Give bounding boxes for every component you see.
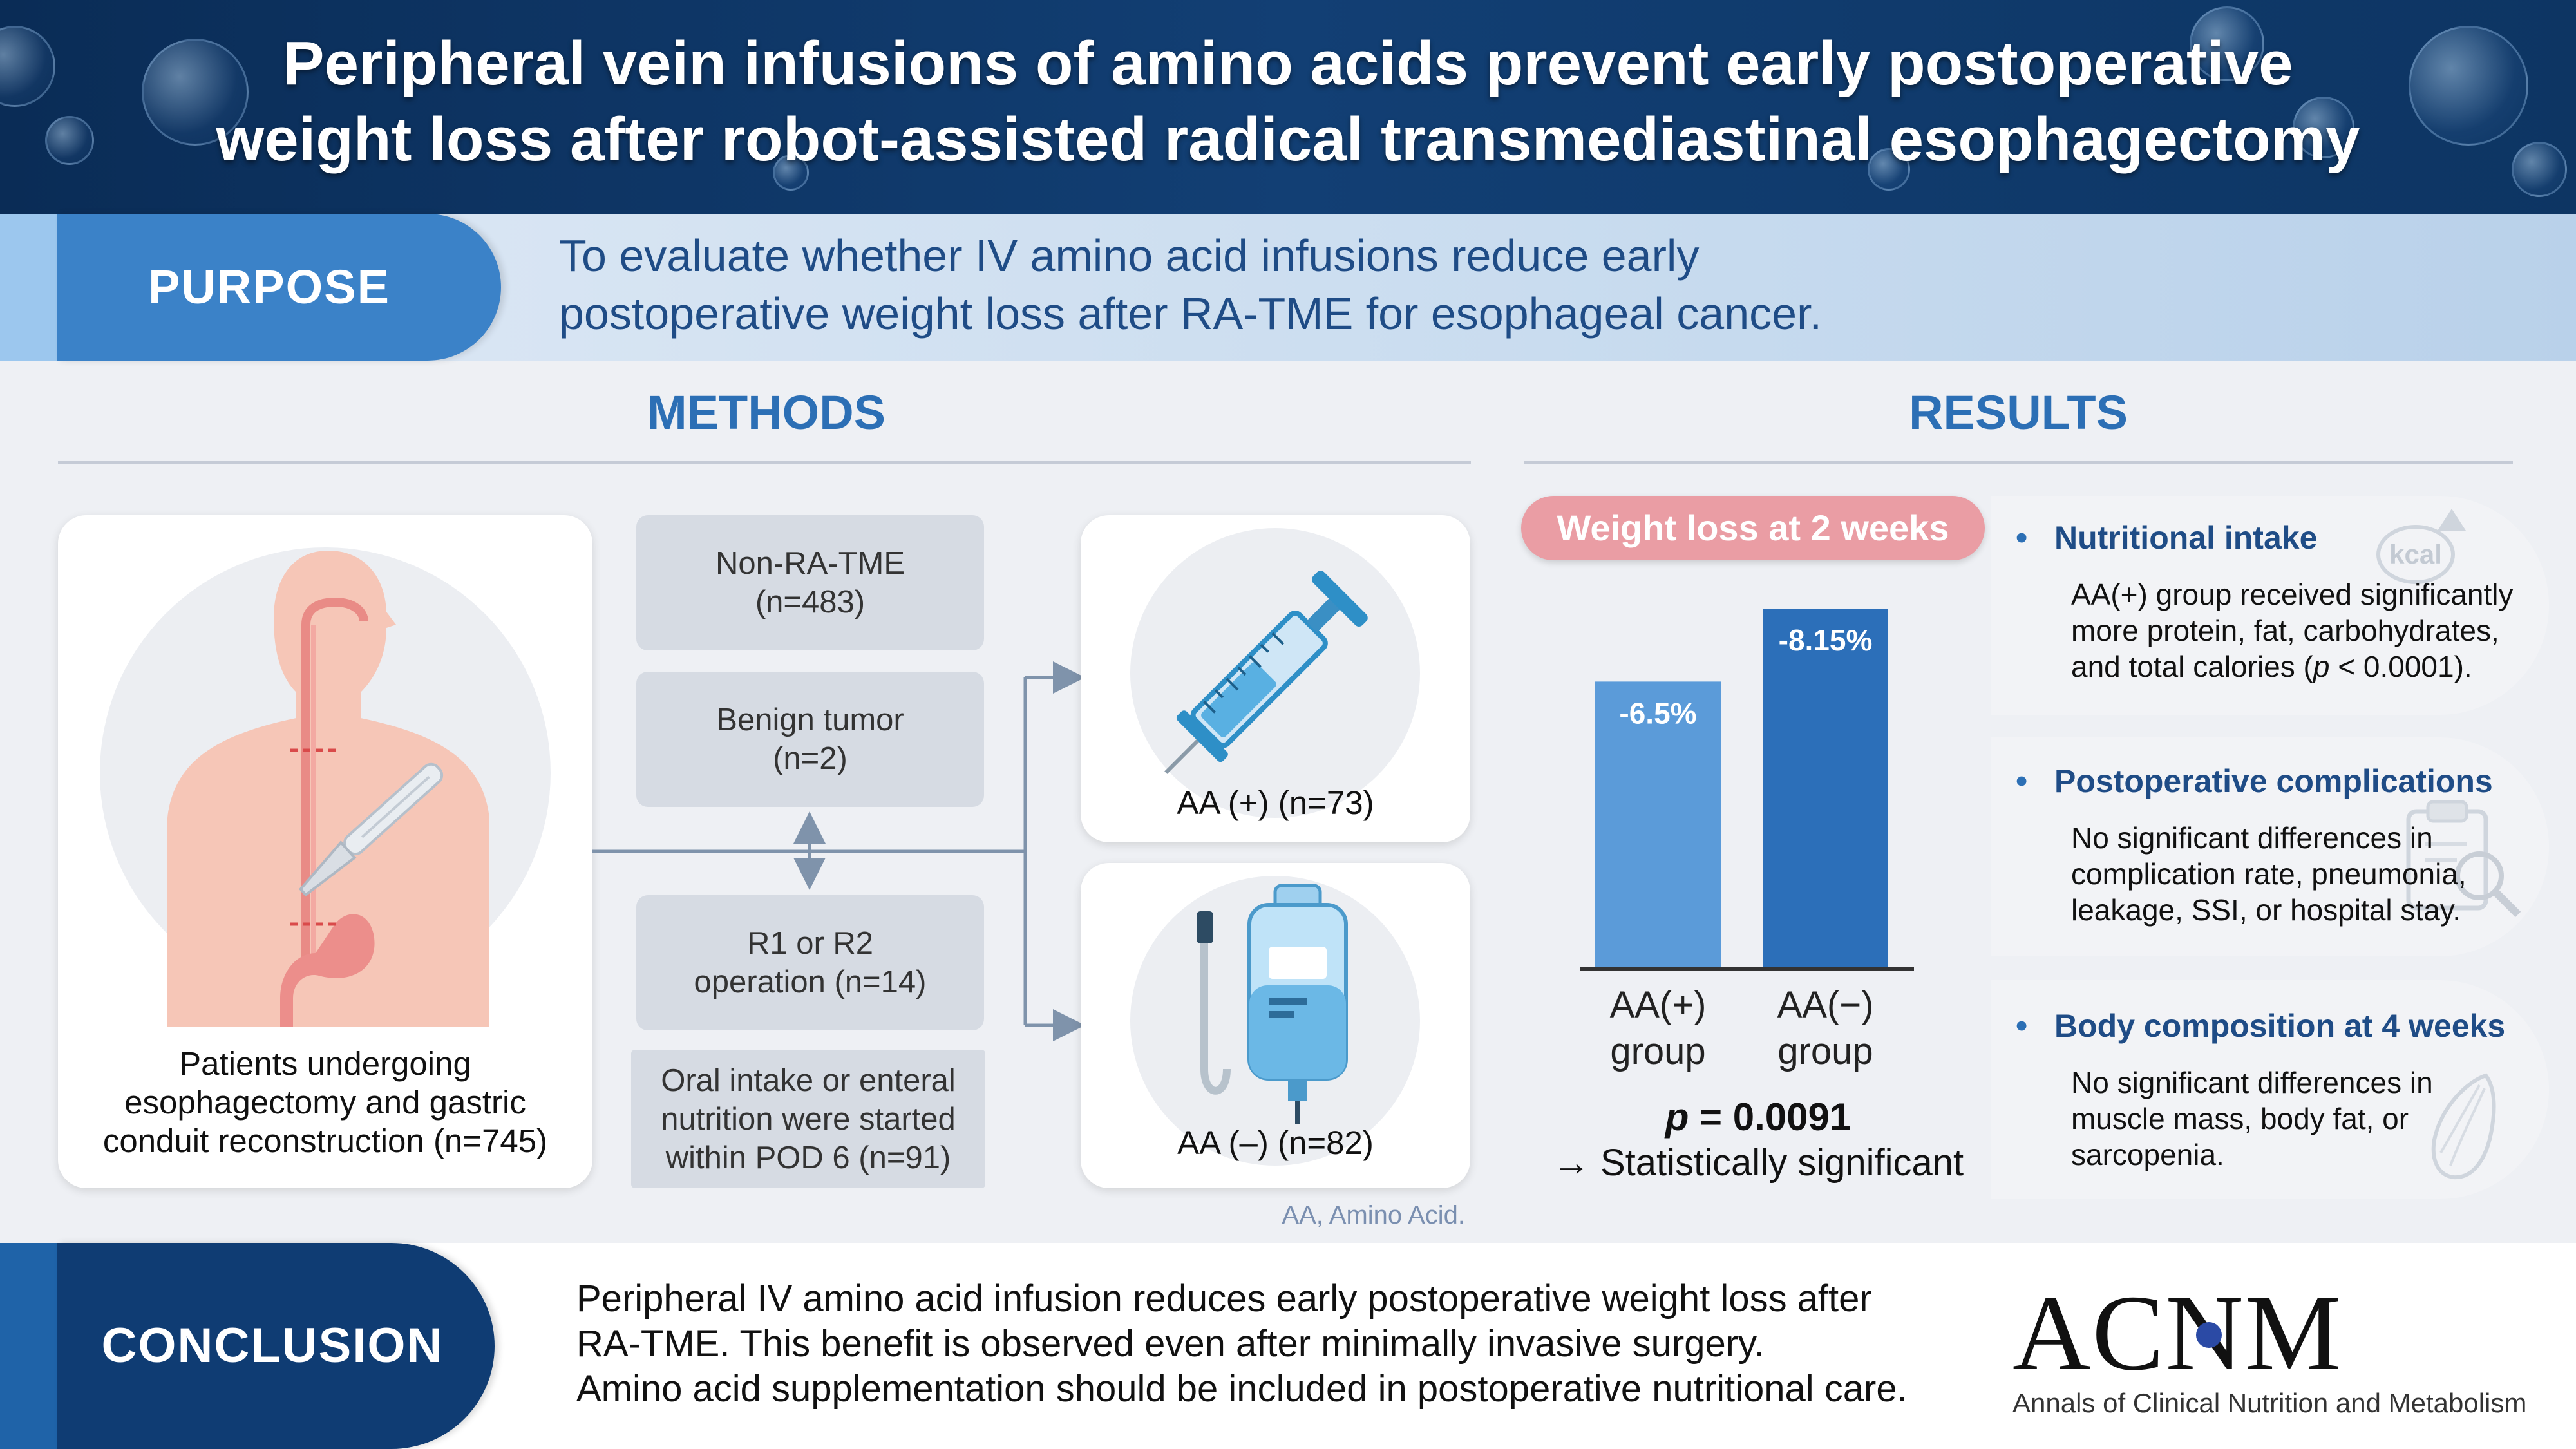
result-body: No significant differences in complicati… bbox=[2071, 820, 2548, 928]
conclusion-pill bbox=[57, 1243, 495, 1449]
patients-line-2: esophagectomy and gastric bbox=[124, 1084, 526, 1121]
purpose-line-2: postoperative weight loss after RA-TME f… bbox=[559, 289, 1822, 339]
exclusion-line-1: Non-RA-TME bbox=[715, 546, 905, 581]
esophagus-anatomy-icon bbox=[167, 551, 489, 1027]
oral-line-2: nutrition were started bbox=[661, 1101, 956, 1137]
title-line-2: weight loss after robot-assisted radical… bbox=[216, 105, 2360, 174]
journal-name: Annals of Clinical Nutrition and Metabol… bbox=[2012, 1388, 2527, 1418]
result-body-line: No significant differences in bbox=[2071, 1066, 2433, 1099]
result-body-line-pre: and total calories ( bbox=[2071, 650, 2313, 683]
result-body-line: more protein, fat, carbohydrates, bbox=[2071, 614, 2499, 647]
result-body-line: No significant differences in bbox=[2071, 821, 2433, 855]
patients-line-3: conduit reconstruction (n=745) bbox=[102, 1122, 548, 1159]
weight-loss-chart: -6.5%AA(+)group-8.15%AA(−)group bbox=[1580, 609, 1914, 1072]
category-label: group bbox=[1777, 1030, 1873, 1072]
result-heading: Nutritional intake bbox=[2054, 520, 2318, 556]
muscle-icon bbox=[2431, 1073, 2496, 1180]
bullet-dot: • bbox=[2016, 519, 2028, 556]
molecule-bubble bbox=[45, 116, 94, 165]
logo-dot-icon bbox=[2196, 1322, 2222, 1348]
result-body-line: complication rate, pneumonia, bbox=[2071, 857, 2467, 891]
p-value-number: = 0.0091 bbox=[1689, 1095, 1852, 1139]
chart-badge: Weight loss at 2 weeks bbox=[1521, 496, 1985, 560]
conclusion-line-2: RA-TME. This benefit is observed even af… bbox=[576, 1323, 1765, 1365]
exclusion-line-2: operation (n=14) bbox=[694, 965, 927, 999]
exclusion-line-1: Benign tumor bbox=[716, 703, 904, 737]
header-banner bbox=[0, 0, 2576, 214]
results-divider bbox=[1524, 461, 2513, 464]
title-line-1: Peripheral vein infusions of amino acids… bbox=[283, 29, 2293, 98]
result-body-line: leakage, SSI, or hospital stay. bbox=[2071, 893, 2461, 927]
purpose-accent-strip bbox=[0, 214, 57, 361]
exclusion-line-2: (n=2) bbox=[773, 741, 848, 776]
molecule-bubble bbox=[142, 39, 249, 146]
p-symbol: p bbox=[2313, 650, 2330, 683]
results-title: RESULTS bbox=[1909, 386, 2128, 439]
aa-plus-label: AA (+) (n=73) bbox=[1177, 784, 1374, 821]
purpose-pill bbox=[57, 214, 501, 361]
journal-logo: ACNM bbox=[2012, 1273, 2343, 1393]
exclusion-box: R1 or R2 operation (n=14) bbox=[636, 895, 984, 1030]
syringe-icon bbox=[1164, 571, 1368, 774]
conclusion-label: CONCLUSION bbox=[101, 1318, 444, 1373]
result-heading: Postoperative complications bbox=[2054, 763, 2493, 799]
result-body: AA(+) group received significantly more … bbox=[2071, 576, 2548, 685]
bullet-dot: • bbox=[2016, 1007, 2028, 1045]
result-item-card bbox=[1991, 496, 2549, 715]
oral-line-3: within POD 6 (n=91) bbox=[665, 1140, 951, 1175]
exclusion-line-2: (n=483) bbox=[755, 585, 866, 620]
conclusion-text: Peripheral IV amino acid infusion reduce… bbox=[576, 1276, 1993, 1412]
conclusion-line-1: Peripheral IV amino acid infusion reduce… bbox=[576, 1278, 1872, 1320]
exclusion-box: Benign tumor (n=2) bbox=[636, 672, 984, 807]
molecule-bubble bbox=[2190, 6, 2264, 81]
iv-bag-icon bbox=[1197, 884, 1348, 1124]
conclusion-accent-strip bbox=[0, 1243, 57, 1449]
clipboard-search-icon bbox=[2406, 800, 2521, 918]
methods-divider bbox=[58, 461, 1471, 464]
exclusion-line-1: R1 or R2 bbox=[746, 926, 874, 961]
patients-caption: Patients undergoing esophagectomy and ga… bbox=[64, 1045, 586, 1160]
page-title: Peripheral vein infusions of amino acids… bbox=[0, 26, 2576, 178]
molecule-bubble bbox=[2409, 26, 2528, 146]
p-symbol: p bbox=[1665, 1095, 1689, 1139]
patients-line-1: Patients undergoing bbox=[179, 1045, 471, 1082]
bar-value-label: -8.15% bbox=[1779, 623, 1873, 657]
molecule-bubble bbox=[2512, 142, 2567, 197]
bar bbox=[1595, 681, 1721, 969]
flow-connectors bbox=[592, 661, 1085, 1041]
result-body-line: AA(+) group received significantly bbox=[2071, 578, 2514, 611]
methods-title: METHODS bbox=[647, 386, 886, 439]
category-label: AA(+) bbox=[1610, 984, 1707, 1026]
p-value: p = 0.0091 bbox=[1526, 1095, 1990, 1139]
result-body-line: and total calories (p < 0.0001). bbox=[2071, 649, 2548, 685]
bullet-dot: • bbox=[2016, 762, 2028, 800]
kcal-icon: kcal bbox=[2376, 509, 2467, 584]
result-body-line: muscle mass, body fat, or bbox=[2071, 1102, 2409, 1135]
oral-intake-box: Oral intake or enteral nutrition were sta… bbox=[631, 1050, 985, 1188]
result-body: No significant differences in muscle mas… bbox=[2071, 1065, 2548, 1173]
result-body-line: sarcopenia. bbox=[2071, 1138, 2224, 1171]
bar-value-label: -6.5% bbox=[1619, 696, 1696, 730]
result-heading: Body composition at 4 weeks bbox=[2054, 1008, 2506, 1044]
oral-line-1: Oral intake or enteral bbox=[661, 1063, 956, 1098]
purpose-label: PURPOSE bbox=[148, 260, 390, 314]
purpose-line-1: To evaluate whether IV amino acid infusi… bbox=[559, 231, 1700, 281]
molecule-bubble bbox=[773, 155, 809, 191]
molecule-bubble bbox=[1868, 148, 1910, 191]
footnote: AA, Amino Acid. bbox=[1282, 1201, 1465, 1229]
category-label: AA(−) bbox=[1777, 984, 1874, 1026]
kcal-icon-text: kcal bbox=[2376, 525, 2455, 584]
bar bbox=[1763, 609, 1888, 969]
exclusion-box: Non-RA-TME (n=483) bbox=[636, 515, 984, 650]
purpose-text: To evaluate whether IV amino acid infusi… bbox=[559, 227, 2233, 343]
significance-text: → Statistically significant bbox=[1552, 1142, 1964, 1184]
aa-minus-label: AA (–) (n=82) bbox=[1177, 1124, 1374, 1161]
conclusion-line-3: Amino acid supplementation should be inc… bbox=[576, 1368, 1908, 1410]
result-item-card bbox=[1991, 980, 2549, 1199]
result-item-card bbox=[1991, 737, 2549, 956]
molecule-bubble bbox=[2293, 97, 2354, 158]
result-body-line-post: < 0.0001). bbox=[2329, 650, 2472, 683]
category-label: group bbox=[1610, 1030, 1705, 1072]
